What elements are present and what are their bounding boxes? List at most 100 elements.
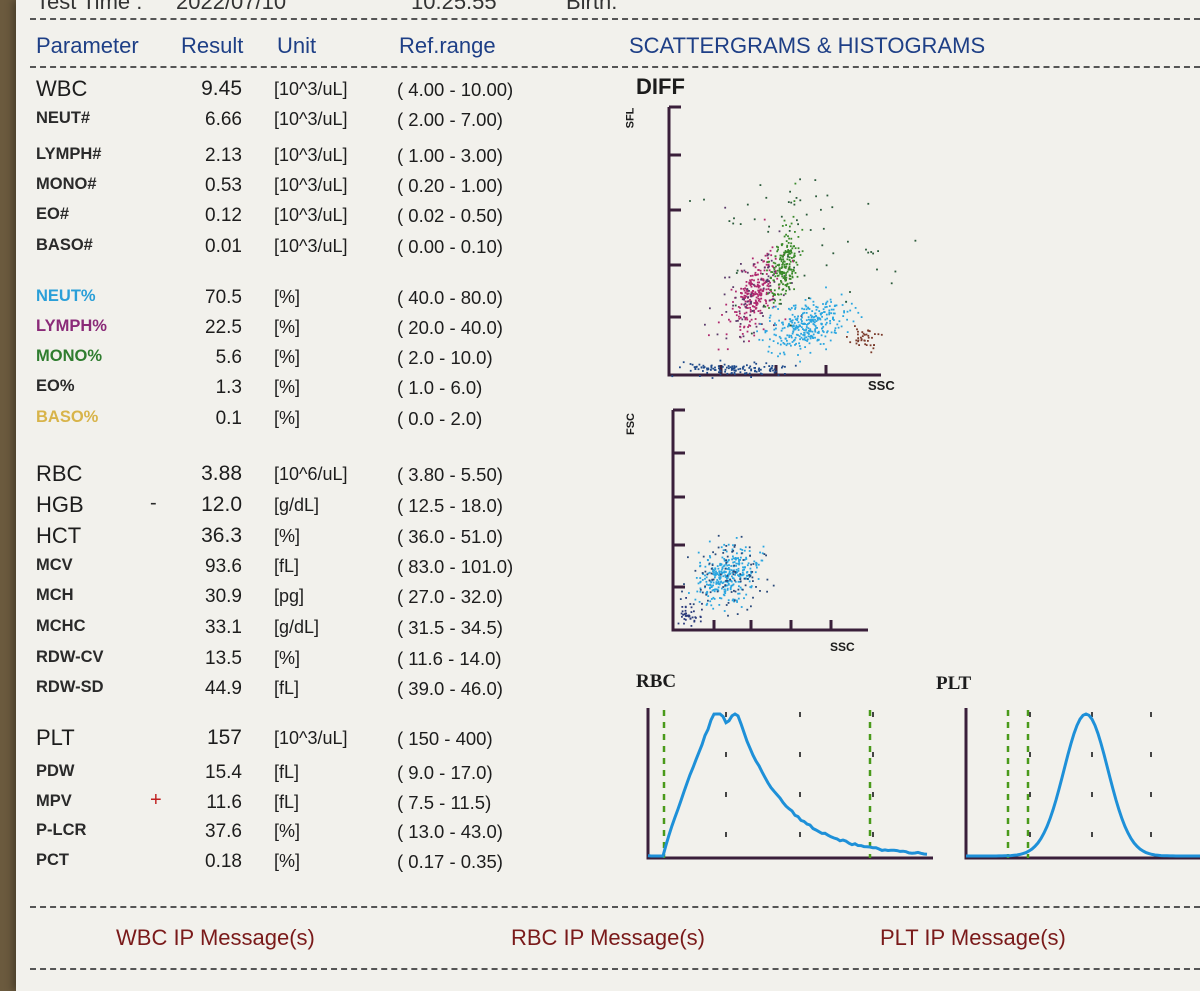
param-name: MCH — [36, 586, 74, 604]
param-row-wbc: WBC 9.45 [10^3/uL] ( 4.00 - 10.00) — [16, 76, 616, 106]
divider-top — [30, 18, 1200, 20]
param-ref-range: ( 20.0 - 40.0) — [397, 317, 503, 338]
param-unit: [%] — [274, 526, 301, 546]
param-row-mchc: MCHC 33.1 [g/dL] ( 31.5 - 34.5) — [16, 614, 616, 644]
param-name: BASO# — [36, 236, 93, 254]
param-unit: [10^3/uL] — [274, 236, 348, 256]
divider-bottom — [30, 968, 1200, 970]
rbc-axes — [646, 708, 933, 860]
param-result: 0.1 — [215, 408, 242, 429]
param-name: NEUT% — [36, 287, 96, 305]
param-name: WBC — [36, 76, 88, 101]
fsc-axes — [671, 410, 868, 632]
param-unit: [10^3/uL] — [274, 79, 348, 99]
param-unit: [10^6/uL] — [274, 464, 348, 484]
diff-y-axis-label: SFL — [624, 107, 637, 129]
plt-histogram-title: PLT — [936, 673, 972, 694]
debris-cluster — [671, 359, 797, 379]
lymph-cluster — [708, 218, 795, 351]
param-unit: [10^3/uL] — [274, 205, 348, 225]
param-ref-range: ( 27.0 - 32.0) — [397, 586, 503, 607]
param-unit: [pg] — [274, 586, 305, 606]
param-unit: [g/dL] — [274, 495, 320, 515]
param-ref-range: ( 3.80 - 5.50) — [397, 464, 503, 485]
fsc-low-cluster — [677, 597, 703, 627]
param-ref-range: ( 0.0 - 2.0) — [397, 408, 483, 429]
param-ref-range: ( 0.00 - 0.10) — [397, 236, 503, 257]
header-parameter: Parameter — [36, 33, 139, 58]
param-row-eo-count: EO# 0.12 [10^3/uL] ( 0.02 - 0.50) — [16, 202, 616, 232]
param-result: 93.6 — [205, 556, 242, 577]
param-name: EO# — [36, 205, 70, 223]
param-row-rdw-cv: RDW-CV 13.5 [%] ( 11.6 - 14.0) — [16, 645, 616, 675]
param-result: 30.9 — [205, 586, 242, 607]
header-unit: Unit — [277, 33, 317, 58]
param-name: PLT — [36, 725, 75, 750]
param-unit: [%] — [274, 287, 301, 307]
param-row-baso-pct: BASO% 0.1 [%] ( 0.0 - 2.0) — [16, 405, 616, 435]
param-result: 0.53 — [205, 175, 242, 196]
diff-scattergram — [667, 105, 917, 379]
param-ref-range: ( 4.00 - 10.00) — [397, 79, 514, 100]
rbc-histogram — [646, 708, 933, 860]
param-result: 3.88 — [201, 462, 242, 485]
param-result: 6.66 — [205, 109, 242, 130]
param-row-mpv: MPV +11.6 [fL] ( 7.5 - 11.5) — [16, 789, 616, 819]
param-name: MCHC — [36, 617, 86, 635]
header-ref-range: Ref.range — [399, 33, 496, 58]
param-name: BASO% — [36, 408, 99, 426]
param-ref-range: ( 40.0 - 80.0) — [397, 287, 503, 308]
param-row-mono-pct: MONO% 5.6 [%] ( 2.0 - 10.0) — [16, 344, 616, 374]
param-result: 37.6 — [205, 821, 242, 842]
param-result: 0.12 — [205, 205, 242, 226]
param-row-lymph-pct: LYMPH% 22.5 [%] ( 20.0 - 40.0) — [16, 314, 616, 344]
param-result: 15.4 — [205, 762, 242, 783]
param-ref-range: ( 13.0 - 43.0) — [397, 821, 503, 842]
param-result: 22.5 — [205, 317, 242, 338]
divider-messages — [30, 906, 1200, 908]
rbc-curve — [647, 712, 928, 858]
fsc-x-axis-label: SSC — [830, 640, 855, 654]
param-result: 33.1 — [205, 617, 242, 638]
param-ref-range: ( 1.00 - 3.00) — [397, 145, 503, 166]
param-row-hct: HCT 36.3 [%] ( 36.0 - 51.0) — [16, 523, 616, 553]
plt-histogram — [964, 708, 1200, 860]
param-result: 44.9 — [205, 678, 242, 699]
rbc-histogram-title: RBC — [636, 671, 677, 692]
diff-x-axis-label: SSC — [868, 378, 895, 393]
param-unit: [10^3/uL] — [274, 145, 348, 165]
fsc-main-cluster — [688, 537, 765, 612]
param-name: P-LCR — [36, 821, 87, 839]
param-unit: [fL] — [274, 762, 300, 782]
param-result: 0.18 — [205, 851, 242, 872]
param-ref-range: ( 2.0 - 10.0) — [397, 347, 493, 368]
param-row-baso-count: BASO# 0.01 [10^3/uL] ( 0.00 - 0.10) — [16, 233, 616, 263]
plt-axes — [964, 708, 1200, 860]
param-result: 1.3 — [215, 377, 242, 398]
param-unit: [%] — [274, 408, 301, 428]
fsc-scattergram — [671, 408, 868, 632]
param-name: RDW-SD — [36, 678, 104, 696]
plt-ip-message: PLT IP Message(s) — [880, 925, 1066, 950]
test-date: 2022/07/10 — [176, 0, 287, 14]
param-row-lymph-count: LYMPH# 2.13 [10^3/uL] ( 1.00 - 3.00) — [16, 142, 616, 172]
param-ref-range: ( 150 - 400) — [397, 728, 493, 749]
header-plots-title: SCATTERGRAMS & HISTOGRAMS — [629, 33, 986, 58]
param-unit: [10^3/uL] — [274, 728, 348, 748]
plt-curve — [966, 712, 1200, 858]
param-result: 70.5 — [205, 287, 242, 308]
param-name: EO% — [36, 377, 75, 395]
param-row-pdw: PDW 15.4 [fL] ( 9.0 - 17.0) — [16, 759, 616, 789]
param-name: HCT — [36, 523, 82, 548]
param-unit: [%] — [274, 377, 301, 397]
param-unit: [%] — [274, 648, 301, 668]
param-ref-range: ( 0.20 - 1.00) — [397, 175, 503, 196]
param-unit: [10^3/uL] — [274, 175, 348, 195]
param-row-plt: PLT 157 [10^3/uL] ( 150 - 400) — [16, 725, 616, 755]
param-name: RDW-CV — [36, 648, 104, 666]
param-result: 2.13 — [205, 145, 242, 166]
param-result: 0.01 — [205, 236, 242, 257]
param-row-neut-pct: NEUT% 70.5 [%] ( 40.0 - 80.0) — [16, 284, 616, 314]
param-unit: [%] — [274, 317, 301, 337]
param-name: PDW — [36, 762, 75, 780]
